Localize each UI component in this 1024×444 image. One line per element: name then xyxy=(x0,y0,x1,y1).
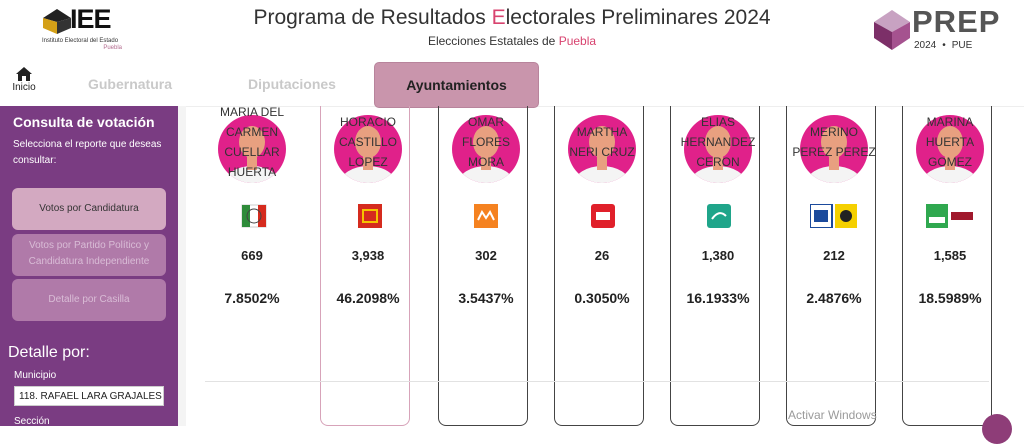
floating-action-button[interactable] xyxy=(982,414,1012,444)
candidate-avatar-icon xyxy=(452,115,520,183)
candidate-votes: 26 xyxy=(594,248,610,263)
prep-emblem-icon xyxy=(874,10,910,50)
sidebar-title: Consulta de votación xyxy=(13,114,155,130)
candidate-avatar-icon xyxy=(218,115,286,183)
candidate-avatar-icon xyxy=(334,115,402,183)
candidate-votes: 3,938 xyxy=(351,248,385,263)
pt-logo-icon xyxy=(358,204,382,228)
candidate-votes: 1,585 xyxy=(933,248,967,263)
sidebar: Consulta de votación Selecciona el repor… xyxy=(0,106,178,427)
activation-watermark: Activar Windows xyxy=(788,408,877,422)
header: IEE Instituto Electoral del Estado Puebl… xyxy=(0,0,1024,62)
tab-diputaciones[interactable]: Diputaciones xyxy=(248,76,336,92)
iee-logo-subtitle: Instituto Electoral del Estado xyxy=(42,38,119,44)
candidate-name: OMAR FLORES MORA xyxy=(461,115,510,169)
home-icon xyxy=(16,67,32,81)
tab-ayuntamientos[interactable]: Ayuntamientos xyxy=(374,62,539,108)
prep-logo[interactable]: PREP 2024 • PUE xyxy=(872,4,1012,56)
divider xyxy=(205,381,989,382)
iee-logo-text: IEE xyxy=(70,4,112,34)
candidate-avatar-icon xyxy=(916,115,984,183)
candidate-percent: 16.1933% xyxy=(686,290,750,306)
detail-heading: Detalle por: xyxy=(8,344,90,361)
verde-morena-logo-icon xyxy=(926,204,973,228)
candidate-votes: 302 xyxy=(475,248,497,263)
candidate-percent: 2.4876% xyxy=(806,290,862,306)
municipio-label: Municipio xyxy=(14,370,57,381)
alianza-logo-icon xyxy=(707,204,731,228)
iee-emblem-icon xyxy=(43,9,71,34)
candidate-percent: 0.3050% xyxy=(574,290,630,306)
candidate-percent: 18.5989% xyxy=(918,290,982,306)
sidebar-description: Selecciona el reporte que deseas consult… xyxy=(13,139,162,166)
candidate-avatar-icon xyxy=(684,115,752,183)
candidate-name: MARINA HUERTA GOMEZ xyxy=(925,115,975,169)
candidate-name: MARIA DEL CARMEN CUELLAR HUERTA xyxy=(219,105,285,179)
psi-logo-icon xyxy=(591,204,615,228)
candidate-votes: 1,380 xyxy=(701,248,735,263)
prep-logo-subtitle: 2024 • PUE xyxy=(914,40,973,51)
votos-partido-button[interactable]: Votos por Partido Político y Candidatura… xyxy=(12,234,166,276)
candidate-votes: 212 xyxy=(823,248,845,263)
candidate-name: MERINO PEREZ PEREZ xyxy=(792,125,876,159)
municipio-select[interactable]: 118. RAFAEL LARA GRAJALES xyxy=(14,386,164,406)
page-subtitle: Elecciones Estatales de Puebla xyxy=(427,34,597,48)
candidate-name: ELIAS HERNANDEZ CERON xyxy=(680,115,756,169)
candidate-name: HORACIO CASTILLO LOPEZ xyxy=(338,115,398,169)
mc-logo-icon xyxy=(474,204,498,228)
candidate-percent: 7.8502% xyxy=(224,290,280,306)
home-nav-item[interactable]: Inicio xyxy=(8,66,40,93)
candidate-percent: 46.2098% xyxy=(336,290,400,306)
tab-gubernatura[interactable]: Gubernatura xyxy=(87,76,172,92)
page-title: Programa de Resultados Electorales Preli… xyxy=(253,6,771,29)
main-nav: Inicio Gubernatura Diputaciones Ayuntami… xyxy=(0,62,1024,108)
home-label: Inicio xyxy=(12,82,36,93)
candidate-percent: 3.5437% xyxy=(458,290,514,306)
votos-candidatura-button[interactable]: Votos por Candidatura xyxy=(12,188,166,230)
prep-logo-text: PREP xyxy=(912,4,1001,39)
detalle-casilla-button[interactable]: Detalle por Casilla xyxy=(12,279,166,321)
candidate-avatar-icon xyxy=(568,115,636,183)
pan-prd-logo-icon xyxy=(810,204,857,228)
pri-logo-icon xyxy=(241,204,267,228)
main-scrollbar[interactable] xyxy=(178,106,186,426)
iee-logo[interactable]: IEE Instituto Electoral del Estado Puebl… xyxy=(42,4,124,52)
candidate-votes: 669 xyxy=(241,248,263,263)
iee-logo-state: Puebla xyxy=(103,45,122,51)
candidate-avatar-icon xyxy=(800,115,868,183)
candidate-name: MARTHA NERI CRUZ xyxy=(569,125,635,159)
seccion-label: Sección xyxy=(14,416,50,427)
